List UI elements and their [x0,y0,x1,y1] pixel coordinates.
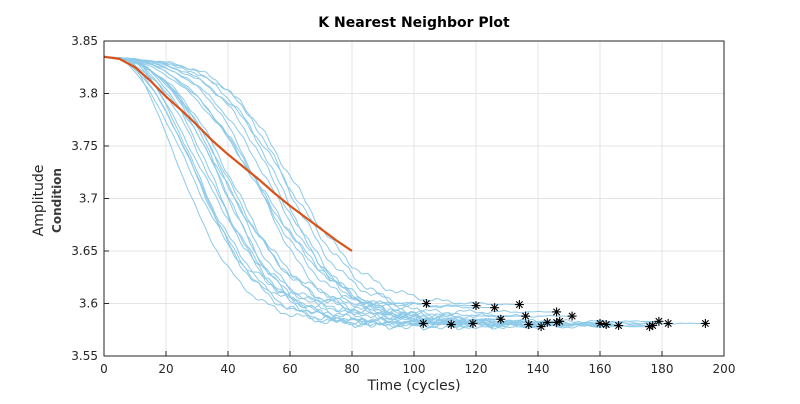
neighbor-series-line [103,56,526,318]
x-tick-label: 140 [527,362,550,376]
end-point-marker [542,317,552,327]
x-tick-label: 60 [282,362,297,376]
x-tick-label: 20 [158,362,173,376]
end-point-marker [700,318,710,328]
x-tick-label: 40 [220,362,235,376]
test-series-line [103,55,353,252]
neighbor-series-line [103,56,495,309]
y-tick-label: 3.55 [71,349,98,363]
end-point-marker [524,320,534,329]
end-point-marker [595,318,605,328]
x-tick-label: 160 [589,362,612,376]
end-point-marker [490,303,500,313]
end-point-marker [521,311,531,321]
end-point-marker [648,321,658,331]
end-point-marker [654,316,664,326]
end-point-marker [446,320,456,329]
x-tick-label: 80 [344,362,359,376]
end-point-marker [614,321,624,331]
y-tick-label: 3.8 [79,87,98,101]
end-point-marker [496,314,506,324]
neighbor-series-line [103,56,520,306]
end-point-marker [536,322,546,332]
neighbor-series-line [103,56,653,328]
y-tick-layer: 3.55 3.6 3.65 3.7 3.75 3.8 3.85 [71,34,109,363]
x-axis-label: Time (cycles) [366,378,460,394]
neighbor-series-line [103,56,659,326]
x-tick-label: 180 [651,362,674,376]
y-axis-label: Amplitude [31,165,47,237]
neighbor-series-line [103,56,619,329]
neighbor-series-line [103,56,452,327]
y-axis-sublabel: Condition [50,168,64,233]
end-point-marker [421,299,431,308]
neighbor-series-line [103,56,573,320]
x-tick-label: 0 [100,362,108,376]
end-marker-layer [418,299,710,332]
end-point-marker [514,300,524,310]
neighbor-series-line [103,56,501,321]
y-tick-label: 3.75 [71,139,98,153]
end-point-marker [567,311,577,321]
end-point-marker [552,307,562,317]
y-tick-label: 3.85 [71,34,98,48]
neighbor-series-line [103,56,669,327]
neighbor-series-line [103,56,650,331]
chart-title: K Nearest Neighbor Plot [318,15,510,31]
neighbor-series-line [103,56,542,330]
x-tick-layer: 0 20 40 60 80 100 120 140 160 180 200 [100,351,735,376]
y-tick-label: 3.7 [79,192,98,206]
end-point-marker [663,318,673,328]
x-tick-label: 120 [465,362,488,376]
neighbor-series-layer [103,56,706,331]
neighbor-series-line [103,56,473,326]
x-tick-label: 200 [713,362,736,376]
end-point-marker [555,316,565,326]
y-tick-label: 3.65 [71,244,98,258]
y-tick-label: 3.6 [79,297,98,311]
end-point-marker [418,318,428,328]
neighbor-series-line [103,56,607,329]
x-tick-label: 100 [403,362,426,376]
end-point-marker [468,318,478,328]
end-point-marker [601,320,611,329]
end-point-marker [471,301,481,311]
test-series-layer [103,55,353,252]
neighbor-series-line [103,56,557,315]
